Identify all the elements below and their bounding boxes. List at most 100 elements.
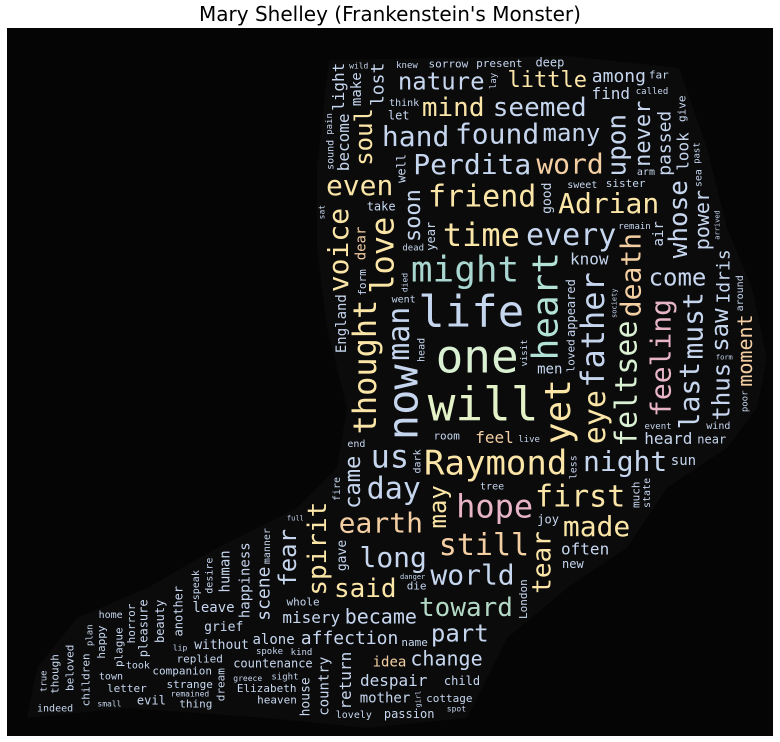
cloud-word: children [79, 653, 92, 706]
cloud-word: pleasure [137, 599, 151, 657]
cloud-word: event [644, 422, 671, 432]
cloud-word: countenance [233, 657, 312, 671]
cloud-word: alone [252, 632, 294, 648]
cloud-word: far [649, 68, 669, 81]
cloud-word: grief [204, 620, 243, 635]
cloud-word: will [428, 377, 539, 431]
cloud-word: tear [528, 531, 558, 594]
cloud-word: plan [85, 624, 95, 646]
cloud-word: lay [489, 72, 499, 89]
cloud-word: dear [353, 227, 369, 261]
cloud-word: around [735, 275, 746, 311]
cloud-word: become [334, 113, 353, 171]
cloud-word: sorrow [428, 58, 468, 71]
cloud-word: passion [384, 707, 435, 721]
cloud-word: thus [707, 363, 735, 421]
cloud-word: speak [191, 570, 202, 600]
cloud-word: kind [291, 648, 313, 658]
cloud-word: knew [396, 61, 418, 71]
cloud-word: cottage [426, 692, 472, 705]
cloud-word: happy [95, 625, 108, 658]
cloud-word: visit [520, 339, 530, 366]
cloud-word: toward [419, 593, 513, 623]
cloud-word: nature [398, 68, 485, 96]
cloud-word: feeling [645, 299, 678, 417]
cloud-word: form [716, 354, 733, 362]
cloud-word: good [540, 183, 555, 214]
cloud-word: said [334, 574, 397, 604]
cloud-word: desire [205, 558, 216, 594]
cloud-word: new [562, 557, 584, 571]
cloud-word: less [569, 455, 580, 479]
cloud-word: poor [741, 390, 751, 412]
cloud-word: leave [192, 600, 234, 616]
cloud-word: power [690, 190, 714, 250]
cloud-word: country [317, 657, 333, 716]
cloud-word: without [194, 638, 249, 653]
cloud-word: friend [428, 180, 536, 215]
cloud-word: arrived [713, 210, 721, 240]
cloud-word: made [563, 510, 630, 543]
cloud-word: upon [602, 114, 632, 177]
cloud-word: end [347, 439, 365, 450]
cloud-word: passed [655, 111, 676, 176]
cloud-word: wind [706, 421, 730, 432]
cloud-word: past [692, 142, 702, 164]
cloud-word: yet [538, 379, 579, 444]
cloud-word: day [367, 471, 421, 506]
cloud-word: lost [368, 63, 389, 106]
cloud-word: spoke [256, 647, 283, 657]
cloud-word: Idris [714, 249, 735, 303]
cloud-word: mind [422, 93, 485, 123]
cloud-word: heard [644, 429, 692, 448]
cloud-word: sun [671, 453, 696, 469]
cloud-word: saw [706, 308, 734, 352]
cloud-word: arm [637, 167, 655, 178]
cloud-word: love [363, 217, 401, 294]
cloud-word: among [592, 66, 646, 87]
cloud-word: though [48, 654, 61, 694]
cloud-word: dark [412, 449, 423, 473]
cloud-word: pain [325, 113, 335, 135]
cloud-word: first [535, 479, 625, 514]
cloud-word: affection [301, 628, 399, 649]
cloud-word: manner [262, 528, 273, 564]
cloud-word: present [476, 57, 522, 70]
cloud-word: Elizabeth [237, 682, 297, 695]
cloud-word: indeed [37, 703, 73, 714]
cloud-word: name [401, 636, 428, 649]
cloud-word: died [400, 273, 409, 292]
cloud-word: whole [286, 596, 319, 609]
cloud-word: child [444, 674, 480, 688]
cloud-word: plague [112, 627, 125, 667]
cloud-word: joy [537, 512, 559, 526]
cloud-word: deep [535, 56, 564, 70]
cloud-word: last [673, 362, 706, 429]
cloud-word: heart [526, 252, 567, 360]
cloud-word: men [537, 362, 562, 378]
cloud-word: well [395, 154, 409, 183]
cloud-word: dead [402, 243, 424, 253]
cloud-word: despair [360, 671, 428, 690]
cloud-word: London [517, 579, 530, 619]
cloud-word: room [433, 430, 460, 443]
cloud-word: remained [171, 689, 210, 698]
cloud-word: wild [349, 62, 368, 71]
cloud-word: life [418, 287, 524, 338]
cloud-word: whose [664, 180, 694, 258]
cloud-word: change [410, 647, 482, 671]
cloud-word: greece [233, 674, 262, 683]
cloud-word: found [455, 118, 539, 151]
cloud-word: another [172, 586, 186, 637]
cloud-word: fear [274, 529, 302, 587]
cloud-word: night [583, 445, 667, 478]
cloud-word: many [543, 119, 601, 147]
silhouette-shape [27, 56, 767, 728]
cloud-word: spot [447, 705, 466, 714]
cloud-word: air [651, 221, 667, 246]
cloud-word: often [561, 540, 609, 559]
cloud-word: true [39, 670, 49, 692]
cloud-word: society [611, 288, 619, 318]
